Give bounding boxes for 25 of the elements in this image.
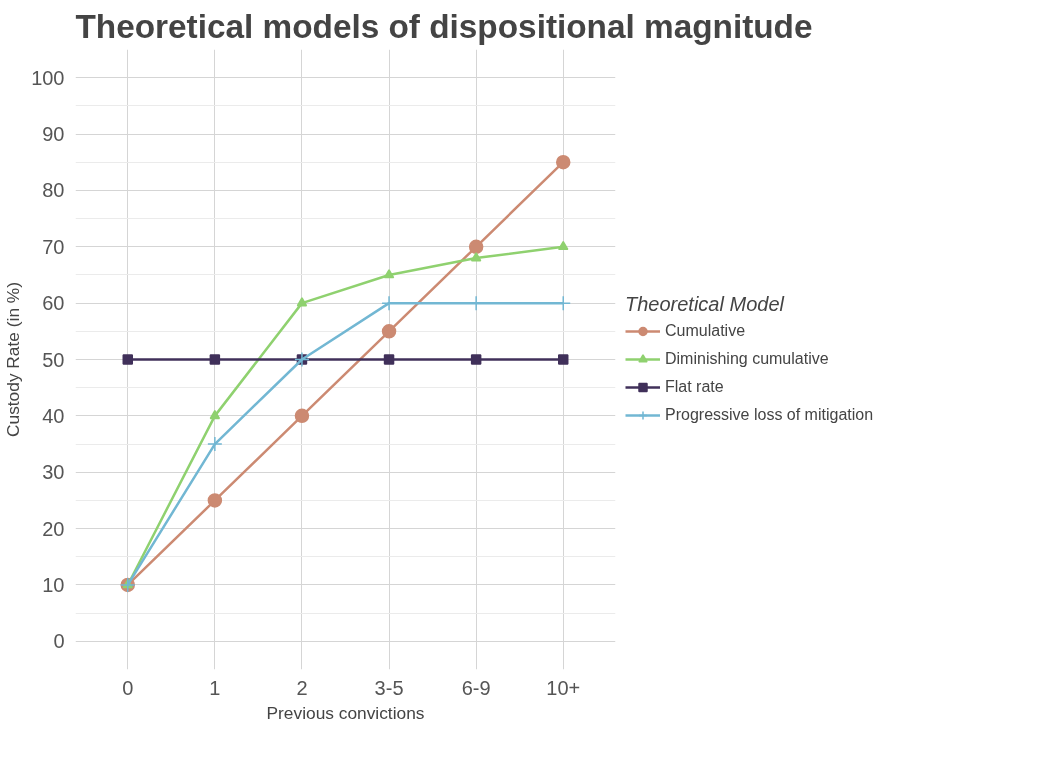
x-tick-label: 1 bbox=[209, 676, 221, 699]
x-tick-label: 10+ bbox=[546, 676, 581, 699]
chart-title: Theoretical models of dispositional magnitude bbox=[75, 7, 813, 45]
y-tick-label: 70 bbox=[42, 235, 65, 258]
y-tick-label: 60 bbox=[42, 292, 65, 315]
y-tick-label: 20 bbox=[42, 517, 65, 540]
y-tick-label: 10 bbox=[42, 573, 65, 596]
y-tick-label: 30 bbox=[42, 461, 65, 484]
legend-title: Theoretical Model bbox=[625, 293, 786, 316]
y-tick-label: 40 bbox=[42, 404, 65, 427]
legend-label: Diminishing cumulative bbox=[665, 350, 829, 368]
y-tick-label: 0 bbox=[53, 630, 65, 653]
legend-label: Progressive loss of mitigation bbox=[665, 406, 874, 424]
x-tick-label: 2 bbox=[296, 676, 308, 699]
legend-label: Cumulative bbox=[665, 322, 746, 340]
x-axis-title: Previous convictions bbox=[266, 702, 425, 723]
x-tick-label: 0 bbox=[122, 676, 134, 699]
y-tick-label: 90 bbox=[42, 123, 65, 146]
y-tick-label: 100 bbox=[31, 66, 65, 89]
x-tick-label: 3-5 bbox=[374, 676, 404, 699]
y-tick-label: 50 bbox=[42, 348, 65, 371]
x-tick-label: 6-9 bbox=[461, 676, 491, 699]
y-axis-title: Custody Rate (in %) bbox=[3, 281, 24, 438]
y-tick-label: 80 bbox=[42, 179, 65, 202]
legend-label: Flat rate bbox=[665, 378, 724, 396]
